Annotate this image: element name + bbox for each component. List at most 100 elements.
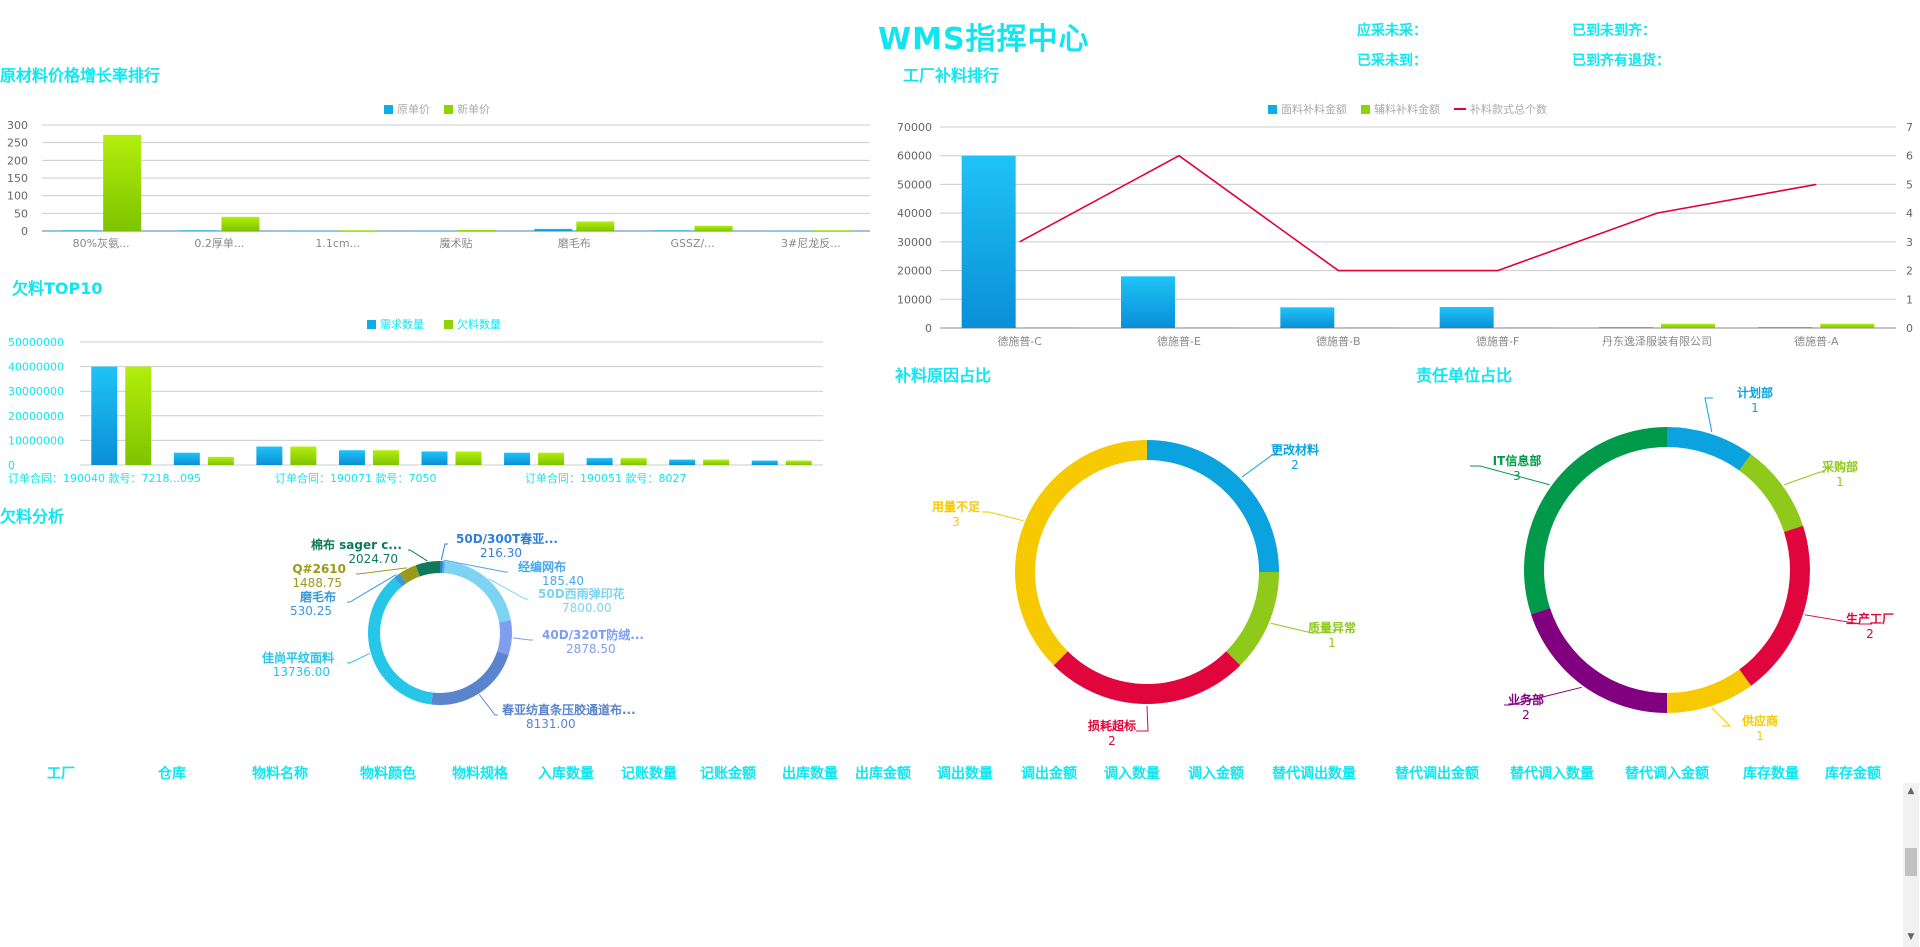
column-header[interactable]: 工厂 bbox=[47, 766, 75, 782]
slice-value: 3 bbox=[952, 515, 960, 529]
x-tick-label: 魔术贴 bbox=[440, 236, 473, 250]
bar bbox=[1342, 327, 1397, 328]
donut-slice bbox=[1530, 608, 1667, 713]
slice-label: 生产工厂 bbox=[1846, 611, 1894, 626]
bar bbox=[694, 225, 733, 231]
x-tick-label: 订单合同：190040 款号：7218...095 bbox=[8, 471, 201, 485]
column-header[interactable]: 物料颜色 bbox=[360, 766, 416, 782]
legend-label: 补料款式总个数 bbox=[1470, 102, 1547, 116]
leader-line bbox=[356, 567, 407, 575]
column-header[interactable]: 记账金额 bbox=[700, 766, 756, 782]
slice-value: 2878.50 bbox=[566, 642, 616, 656]
bar bbox=[620, 458, 647, 465]
x-tick-label: 订单合同：190051 款号：8027 bbox=[525, 471, 686, 485]
y2-tick-label: 6 bbox=[1906, 150, 1913, 163]
slice-label: 采购部 bbox=[1821, 459, 1858, 474]
donut-slice bbox=[1147, 440, 1279, 572]
responsible-unit-title: 责任单位占比 bbox=[1416, 366, 1513, 385]
column-header[interactable]: 入库数量 bbox=[538, 766, 594, 782]
donut-slice bbox=[394, 573, 407, 587]
column-header[interactable]: 替代调出数量 bbox=[1272, 766, 1356, 782]
bar bbox=[812, 230, 851, 231]
leader-line bbox=[347, 574, 397, 603]
column-header[interactable]: 出库金额 bbox=[855, 766, 911, 782]
column-header[interactable]: 库存金额 bbox=[1825, 766, 1881, 782]
bar bbox=[961, 155, 1016, 328]
column-header[interactable]: 替代调出金额 bbox=[1395, 766, 1479, 782]
x-tick-label: 德施普-E bbox=[1157, 334, 1201, 348]
y-tick-label: 0 bbox=[8, 459, 15, 472]
factory-supplement-chart: 面料补料金额 辅料补料金额 补料款式总个数 0 10000 20000 30000 40000… bbox=[897, 102, 1913, 348]
column-header[interactable]: 物料名称 bbox=[252, 766, 308, 782]
x-tick-label: 德施普-C bbox=[997, 334, 1042, 348]
bar bbox=[91, 366, 118, 465]
x-tick-label: 1.1cm... bbox=[315, 237, 360, 250]
column-header[interactable]: 调入数量 bbox=[1104, 766, 1160, 782]
bar bbox=[61, 230, 100, 231]
bar bbox=[339, 230, 378, 231]
y-tick-label: 50000000 bbox=[8, 336, 64, 349]
column-header[interactable]: 物料规格 bbox=[452, 766, 508, 782]
legend-label: 面料补料金额 bbox=[1281, 102, 1347, 116]
column-header[interactable]: 库存数量 bbox=[1743, 766, 1799, 782]
leader-line bbox=[408, 549, 428, 562]
column-header[interactable]: 调出金额 bbox=[1021, 766, 1077, 782]
stat-purchased-not-arrived: 已采未到： bbox=[1357, 53, 1427, 69]
slice-value: 2 bbox=[1291, 458, 1299, 472]
bar bbox=[785, 460, 812, 465]
donut-slice bbox=[1053, 651, 1241, 704]
column-header[interactable]: 记账数量 bbox=[621, 766, 677, 782]
shortage-analysis-title: 欠料分析 bbox=[0, 507, 65, 526]
legend-label: 欠料数量 bbox=[457, 317, 501, 331]
leader-line bbox=[1711, 707, 1732, 727]
leader-line bbox=[982, 511, 1024, 522]
page-title: WMS指挥中心 bbox=[878, 22, 1090, 57]
column-header[interactable]: 调出数量 bbox=[937, 766, 993, 782]
x-tick-label: 德施普-B bbox=[1316, 334, 1361, 348]
slice-value: 3 bbox=[1513, 469, 1521, 483]
y-tick-label: 100 bbox=[7, 190, 28, 203]
legend-swatch bbox=[384, 105, 393, 114]
leader-line bbox=[1784, 471, 1825, 486]
slice-label: 供应商 bbox=[1741, 713, 1778, 728]
slice-value: 530.25 bbox=[290, 604, 332, 618]
bar bbox=[173, 452, 200, 465]
column-header[interactable]: 出库数量 bbox=[782, 766, 838, 782]
y-tick-label: 10000 bbox=[897, 293, 932, 306]
y-tick-label: 0 bbox=[21, 225, 28, 238]
slice-value: 1 bbox=[1751, 401, 1759, 415]
donut-slice bbox=[1524, 427, 1667, 615]
y-tick-label: 60000 bbox=[897, 150, 932, 163]
scroll-up-arrow-icon[interactable]: ▲ bbox=[1907, 786, 1915, 796]
slice-value: 2 bbox=[1522, 708, 1530, 722]
leader-line bbox=[478, 694, 498, 716]
slice-value: 7800.00 bbox=[562, 601, 612, 615]
bar bbox=[1758, 327, 1813, 328]
y-tick-label: 40000000 bbox=[8, 361, 64, 374]
scroll-down-arrow-icon[interactable]: ▼ bbox=[1907, 932, 1915, 942]
donut-slice bbox=[1667, 669, 1752, 713]
scroll-thumb[interactable] bbox=[1905, 848, 1917, 876]
column-header[interactable]: 调入金额 bbox=[1188, 766, 1244, 782]
slice-value: 2024.70 bbox=[348, 552, 398, 566]
bar bbox=[207, 456, 234, 465]
bar bbox=[372, 450, 399, 465]
y2-tick-label: 2 bbox=[1906, 265, 1913, 278]
slice-value: 2 bbox=[1866, 627, 1874, 641]
column-header[interactable]: 替代调入数量 bbox=[1510, 766, 1594, 782]
column-header[interactable]: 仓库 bbox=[158, 766, 186, 782]
bar bbox=[1023, 327, 1078, 328]
y-tick-label: 150 bbox=[7, 172, 28, 185]
bar bbox=[652, 230, 691, 231]
bar bbox=[1599, 327, 1653, 328]
leader-line bbox=[443, 559, 508, 573]
slice-label: 业务部 bbox=[1508, 692, 1544, 707]
x-tick-label: GSSZ/... bbox=[670, 237, 714, 250]
donut-slice bbox=[1226, 572, 1279, 666]
column-header[interactable]: 替代调入金额 bbox=[1625, 766, 1709, 782]
slice-value: 2 bbox=[1108, 734, 1116, 748]
leader-line bbox=[512, 637, 533, 641]
y-tick-label: 50000 bbox=[897, 178, 932, 191]
factory-supplement-title: 工厂补料排行 bbox=[903, 66, 1000, 85]
bar bbox=[1439, 307, 1494, 328]
